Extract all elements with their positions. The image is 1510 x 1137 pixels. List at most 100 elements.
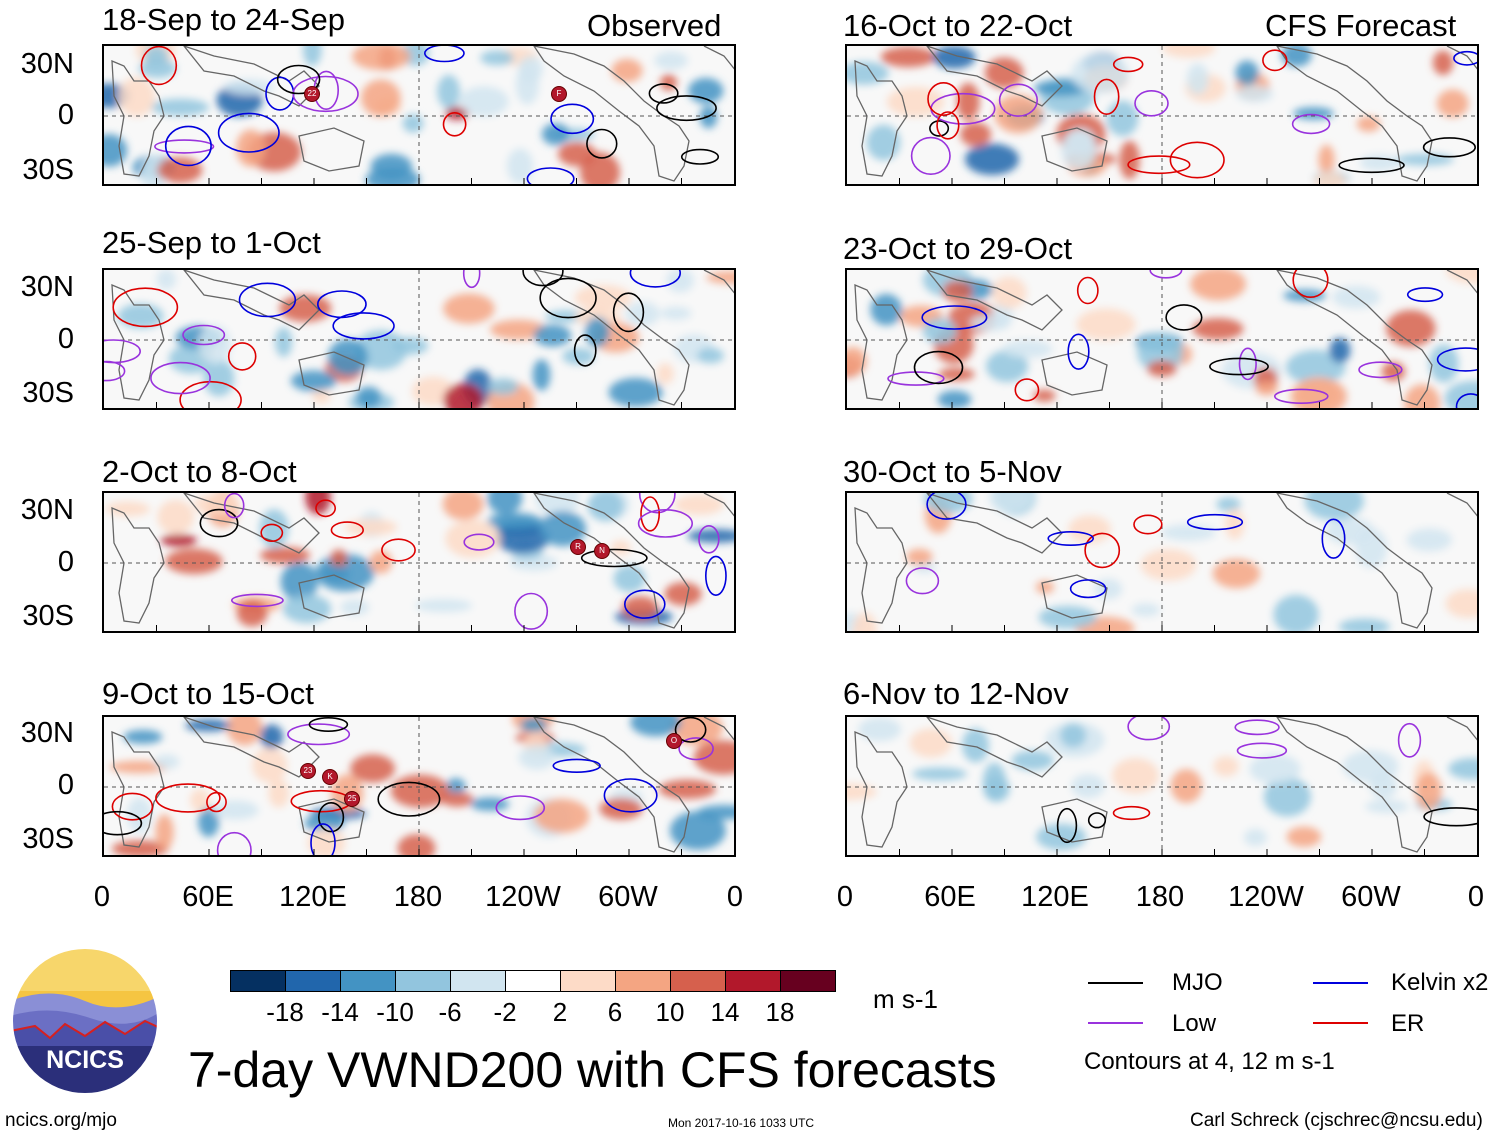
anomaly-blob bbox=[1216, 497, 1241, 512]
contour-line bbox=[623, 589, 666, 619]
storm-marker: 23 bbox=[300, 763, 316, 779]
anomaly-blob bbox=[1131, 603, 1160, 617]
observed-label: Observed bbox=[587, 8, 722, 43]
panel-title-obs-3: 2-Oct to 8-Oct bbox=[102, 454, 297, 489]
contour-line bbox=[573, 334, 597, 367]
y-label-30n-1: 30N bbox=[20, 48, 74, 80]
anomaly-blob bbox=[922, 318, 957, 344]
anomaly-blob bbox=[608, 377, 663, 407]
x-label-left-180: 180 bbox=[393, 881, 443, 913]
anomaly-blob bbox=[156, 270, 176, 290]
anomaly-blob bbox=[1002, 340, 1053, 359]
map-svg bbox=[104, 493, 734, 631]
contour-line bbox=[1069, 579, 1107, 599]
y-label-30s-2: 30S bbox=[22, 377, 74, 409]
anomaly-blob bbox=[165, 548, 223, 575]
colorbar-box bbox=[615, 970, 671, 992]
contour-line bbox=[1076, 276, 1099, 305]
anomaly-blob bbox=[535, 493, 580, 518]
anomaly-blob bbox=[1213, 756, 1239, 777]
contour-line bbox=[1236, 742, 1288, 759]
colorbar-tick: -14 bbox=[321, 997, 359, 1027]
map-panel-fc-4 bbox=[845, 715, 1479, 857]
anomaly-blob bbox=[587, 493, 624, 522]
anomaly-blob bbox=[1432, 50, 1454, 76]
contour-line bbox=[586, 128, 618, 159]
contour-line bbox=[1209, 357, 1269, 376]
colorbar-tick: -18 bbox=[266, 997, 304, 1027]
contour-line bbox=[276, 64, 321, 95]
contour-note: Contours at 4, 12 m s-1 bbox=[1084, 1048, 1335, 1075]
map-svg bbox=[104, 717, 734, 855]
contour-line bbox=[921, 305, 988, 330]
anomaly-blob bbox=[1313, 171, 1347, 184]
anomaly-blob bbox=[880, 46, 936, 68]
anomaly-blob bbox=[994, 94, 1042, 134]
contour-line bbox=[526, 167, 575, 184]
contour-line bbox=[550, 103, 595, 135]
anomaly-blob bbox=[260, 546, 311, 564]
anomaly-blob bbox=[1355, 528, 1388, 568]
anomaly-blob bbox=[532, 359, 551, 391]
anomaly-blob bbox=[693, 740, 734, 775]
anomaly-blob bbox=[1036, 823, 1087, 851]
contour-line bbox=[1455, 393, 1477, 408]
anomaly-blob bbox=[252, 747, 288, 783]
anomaly-blob bbox=[1304, 493, 1364, 521]
x-label-left-60e: 60E bbox=[182, 881, 234, 913]
contour-line bbox=[179, 380, 242, 408]
anomaly-blob bbox=[1444, 380, 1477, 408]
anomaly-blob bbox=[906, 548, 933, 566]
anomaly-blob bbox=[983, 775, 1010, 802]
coastline bbox=[703, 46, 734, 70]
mjo-legend-swatch bbox=[1088, 982, 1143, 984]
anomaly-blob bbox=[1263, 777, 1311, 817]
contour-line bbox=[216, 831, 252, 855]
anomaly-blob bbox=[533, 798, 590, 833]
anomaly-blob bbox=[212, 800, 259, 820]
anomaly-blob bbox=[533, 324, 572, 347]
anomaly-blob bbox=[1071, 53, 1129, 94]
coastline bbox=[298, 798, 365, 843]
panel-title-fc-2: 23-Oct to 29-Oct bbox=[843, 231, 1073, 266]
coastline bbox=[1276, 46, 1433, 182]
mjo-legend-label: MJO bbox=[1172, 969, 1223, 996]
contour-line bbox=[998, 83, 1038, 117]
map-svg bbox=[847, 717, 1477, 855]
x-label-right-120e: 120E bbox=[1021, 881, 1089, 913]
anomaly-blob bbox=[984, 57, 1024, 89]
panel-title-fc-4: 6-Nov to 12-Nov bbox=[843, 676, 1069, 711]
anomaly-blob bbox=[1161, 524, 1216, 541]
anomaly-blob bbox=[870, 293, 903, 326]
contour-line bbox=[1422, 137, 1477, 158]
anomaly-blob bbox=[1137, 332, 1184, 372]
anomaly-blob bbox=[858, 717, 902, 742]
coastline bbox=[703, 717, 734, 741]
anomaly-blob bbox=[190, 788, 211, 812]
anomaly-blob bbox=[991, 276, 1027, 309]
coastline bbox=[854, 60, 908, 177]
coastline bbox=[298, 574, 365, 619]
contour-line bbox=[927, 81, 960, 117]
storm-marker: R bbox=[570, 539, 586, 555]
coastline bbox=[1041, 574, 1108, 619]
anomaly-blob bbox=[562, 347, 595, 365]
anomaly-blob bbox=[670, 717, 723, 746]
anomaly-blob bbox=[1386, 310, 1436, 347]
anomaly-blob bbox=[109, 760, 169, 774]
map-panel-obs-4: 23 K 25 O bbox=[102, 715, 736, 857]
y-label-30n-3: 30N bbox=[20, 494, 74, 526]
y-label-0-4: 0 bbox=[57, 769, 74, 801]
contour-line bbox=[1084, 532, 1121, 569]
contour-line bbox=[910, 136, 951, 176]
storm-marker: F bbox=[551, 86, 567, 102]
anomaly-blob bbox=[280, 562, 319, 602]
anomaly-blob bbox=[1034, 79, 1089, 97]
contour-line bbox=[1067, 333, 1090, 370]
contour-line bbox=[1112, 805, 1151, 821]
anomaly-blob bbox=[157, 499, 194, 535]
y-label-30s-3: 30S bbox=[22, 600, 74, 632]
contour-line bbox=[381, 538, 416, 562]
coastline bbox=[1276, 270, 1433, 406]
anomaly-blob bbox=[937, 390, 972, 408]
